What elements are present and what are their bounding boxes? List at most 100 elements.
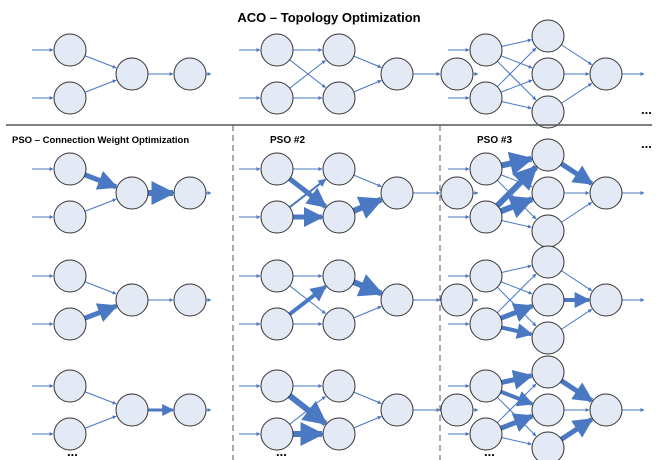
input-node [260,152,294,186]
hidden-node [322,307,356,341]
edge-i2-h1 [289,178,327,208]
edge-h1-o [560,161,594,186]
input-node [53,81,87,115]
edge-h1-m [353,391,382,404]
ellipsis-col1: ... [67,444,78,459]
hidden-node [322,81,356,115]
output-node [589,393,623,427]
edge-i2-h3 [501,437,532,446]
edge-i1-h [84,391,117,405]
edge-i2-h [84,198,117,212]
input-node [469,259,503,293]
pso-network-col1-2 [32,259,212,341]
input-node [53,307,87,341]
aco-network-2 [239,33,479,115]
edge-i2-h3 [501,101,532,110]
edge-i2-h1 [495,164,539,208]
hidden-node [322,33,356,67]
input-node [53,259,87,293]
hidden-node [322,152,356,186]
aco-network-1 [32,33,212,115]
edge-h1-m [353,55,382,68]
edge-i1-h1 [501,264,532,273]
edge-h1-o [560,378,594,403]
input-node [260,259,294,293]
input-node [260,417,294,451]
output-node [173,283,207,317]
hidden-node [531,321,565,355]
pso-network-col1-3 [32,369,212,451]
edge-h3-o [560,417,594,442]
hidden-node [531,393,565,427]
input-node [260,369,294,403]
edge-i2-h [84,415,117,429]
edge-i1-h [84,281,117,295]
edge-h1-o [561,44,593,66]
output-node [440,57,474,91]
input-node [469,33,503,67]
edge-i1-h3 [496,60,537,101]
edge-i2-h1 [496,273,537,314]
hidden-node [531,245,565,279]
edge-i1-h [84,171,119,190]
pso-network-col1-1 [32,152,212,234]
hidden-node [531,176,565,210]
hidden-node [531,95,565,129]
edge-i1-h2 [500,281,533,295]
hidden-node [531,214,565,248]
pso-network-col3-3 [448,355,645,460]
label-pso-3: PSO #3 [477,135,512,146]
hidden-node [115,283,149,317]
input-node [260,81,294,115]
input-node [469,81,503,115]
ellipsis-top: ... [641,102,652,117]
output-node [173,57,207,91]
edge-h1-m [352,274,384,297]
input-node [53,33,87,67]
input-node [53,417,87,451]
input-node [260,33,294,67]
edge-h1-o [561,270,593,292]
hidden-node [322,200,356,234]
hidden-node [380,393,414,427]
pso-network-col3-1 [448,138,645,248]
ellipsis-pso-header: ... [641,136,652,151]
hidden-node [322,259,356,293]
aco-network-3 [448,19,645,129]
pso-column-3 [448,138,645,460]
edge-i1-h1 [501,38,532,47]
edge-i2-h1 [496,383,537,424]
edge-i2-h [84,303,119,322]
output-node [440,283,474,317]
output-node [173,393,207,427]
hidden-node [380,176,414,210]
output-node [173,176,207,210]
edge-h2-m [353,80,382,93]
input-node [469,369,503,403]
pso-network-col3-2 [448,245,645,355]
edge-h3-o [561,201,593,223]
edge-i2-h1 [496,47,537,88]
hidden-node [531,283,565,317]
input-node [469,200,503,234]
hidden-node [531,19,565,53]
hidden-node [115,393,149,427]
hidden-node [531,138,565,172]
output-node [589,57,623,91]
input-node [53,200,87,234]
hidden-node [115,57,149,91]
edge-i1-h1 [501,369,534,390]
output-node [589,176,623,210]
pso-network-col2-2 [239,259,479,341]
pso-column-2 [239,152,479,451]
ellipsis-col2: ... [276,444,287,459]
edge-h2-m [353,416,382,429]
input-node [53,152,87,186]
edge-i2-h1 [289,60,326,89]
output-node [440,393,474,427]
edge-i1-h2 [500,55,533,69]
edge-i1-h [84,55,117,69]
edge-h2-m [352,196,384,219]
edge-i2-h2 [500,303,535,322]
pso-network-col2-3 [239,369,479,451]
